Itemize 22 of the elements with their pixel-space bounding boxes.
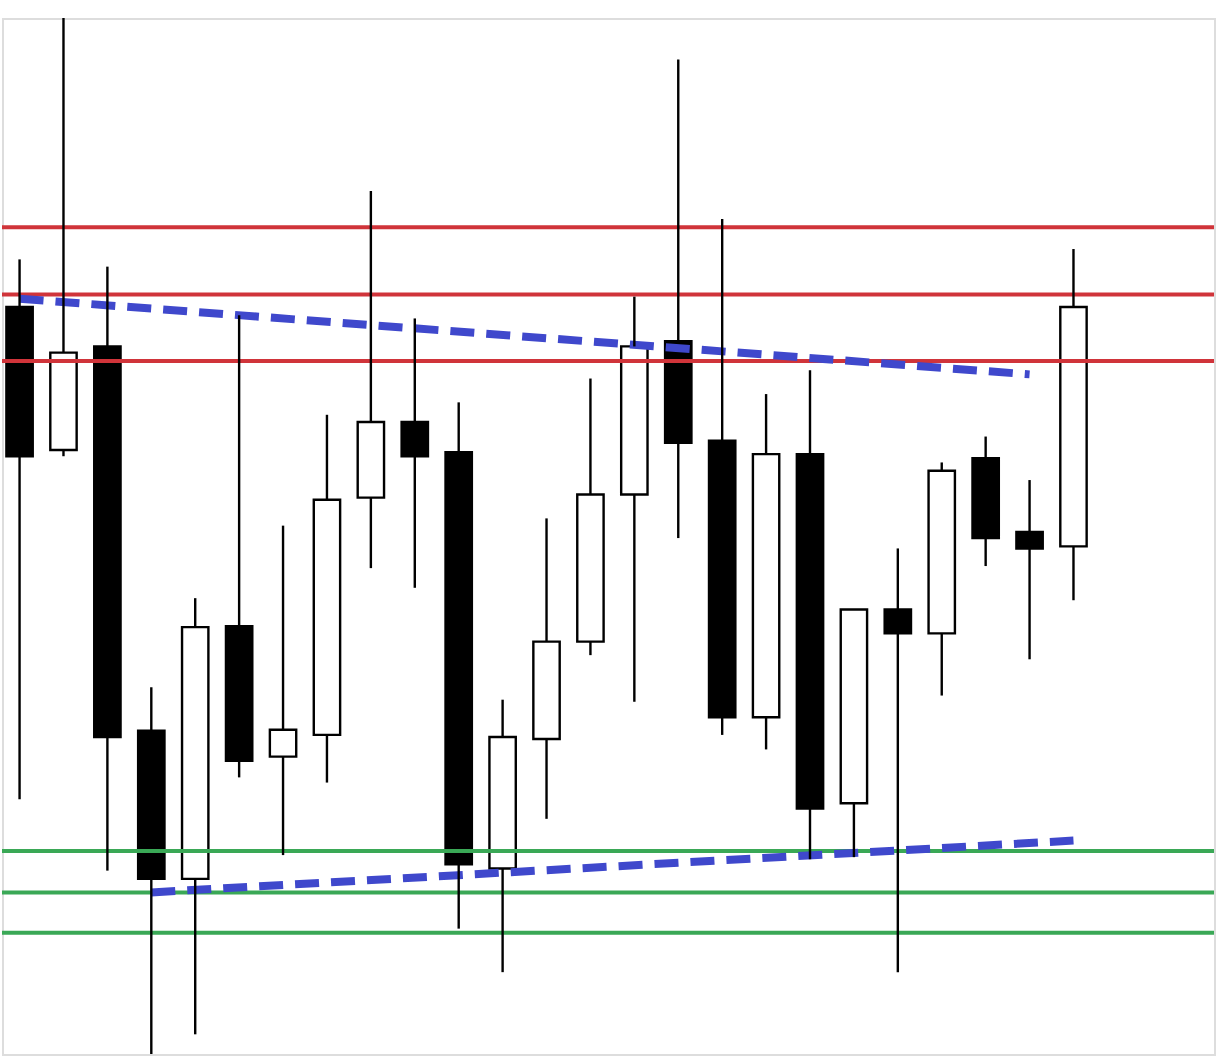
candlestick [795, 369, 825, 861]
candlestick [356, 189, 386, 570]
candlestick [268, 524, 298, 857]
candlestick [971, 435, 1001, 568]
candlestick [1015, 478, 1044, 661]
candlestick [619, 295, 649, 703]
candlestick [576, 377, 605, 657]
candlestick [444, 401, 474, 930]
candlestick [93, 265, 122, 872]
candlestick [488, 698, 517, 974]
candlestick [927, 461, 957, 697]
candlestick [49, 16, 78, 458]
candlestick [663, 58, 693, 540]
candlestick [532, 517, 561, 821]
candlestick [136, 686, 166, 1056]
candlestick [400, 317, 430, 589]
candlestick [751, 392, 781, 751]
candlestick [883, 547, 913, 974]
candlestick [5, 258, 34, 801]
candlestick [312, 413, 342, 784]
candlestick [180, 596, 210, 1036]
candlestick [1059, 247, 1088, 602]
